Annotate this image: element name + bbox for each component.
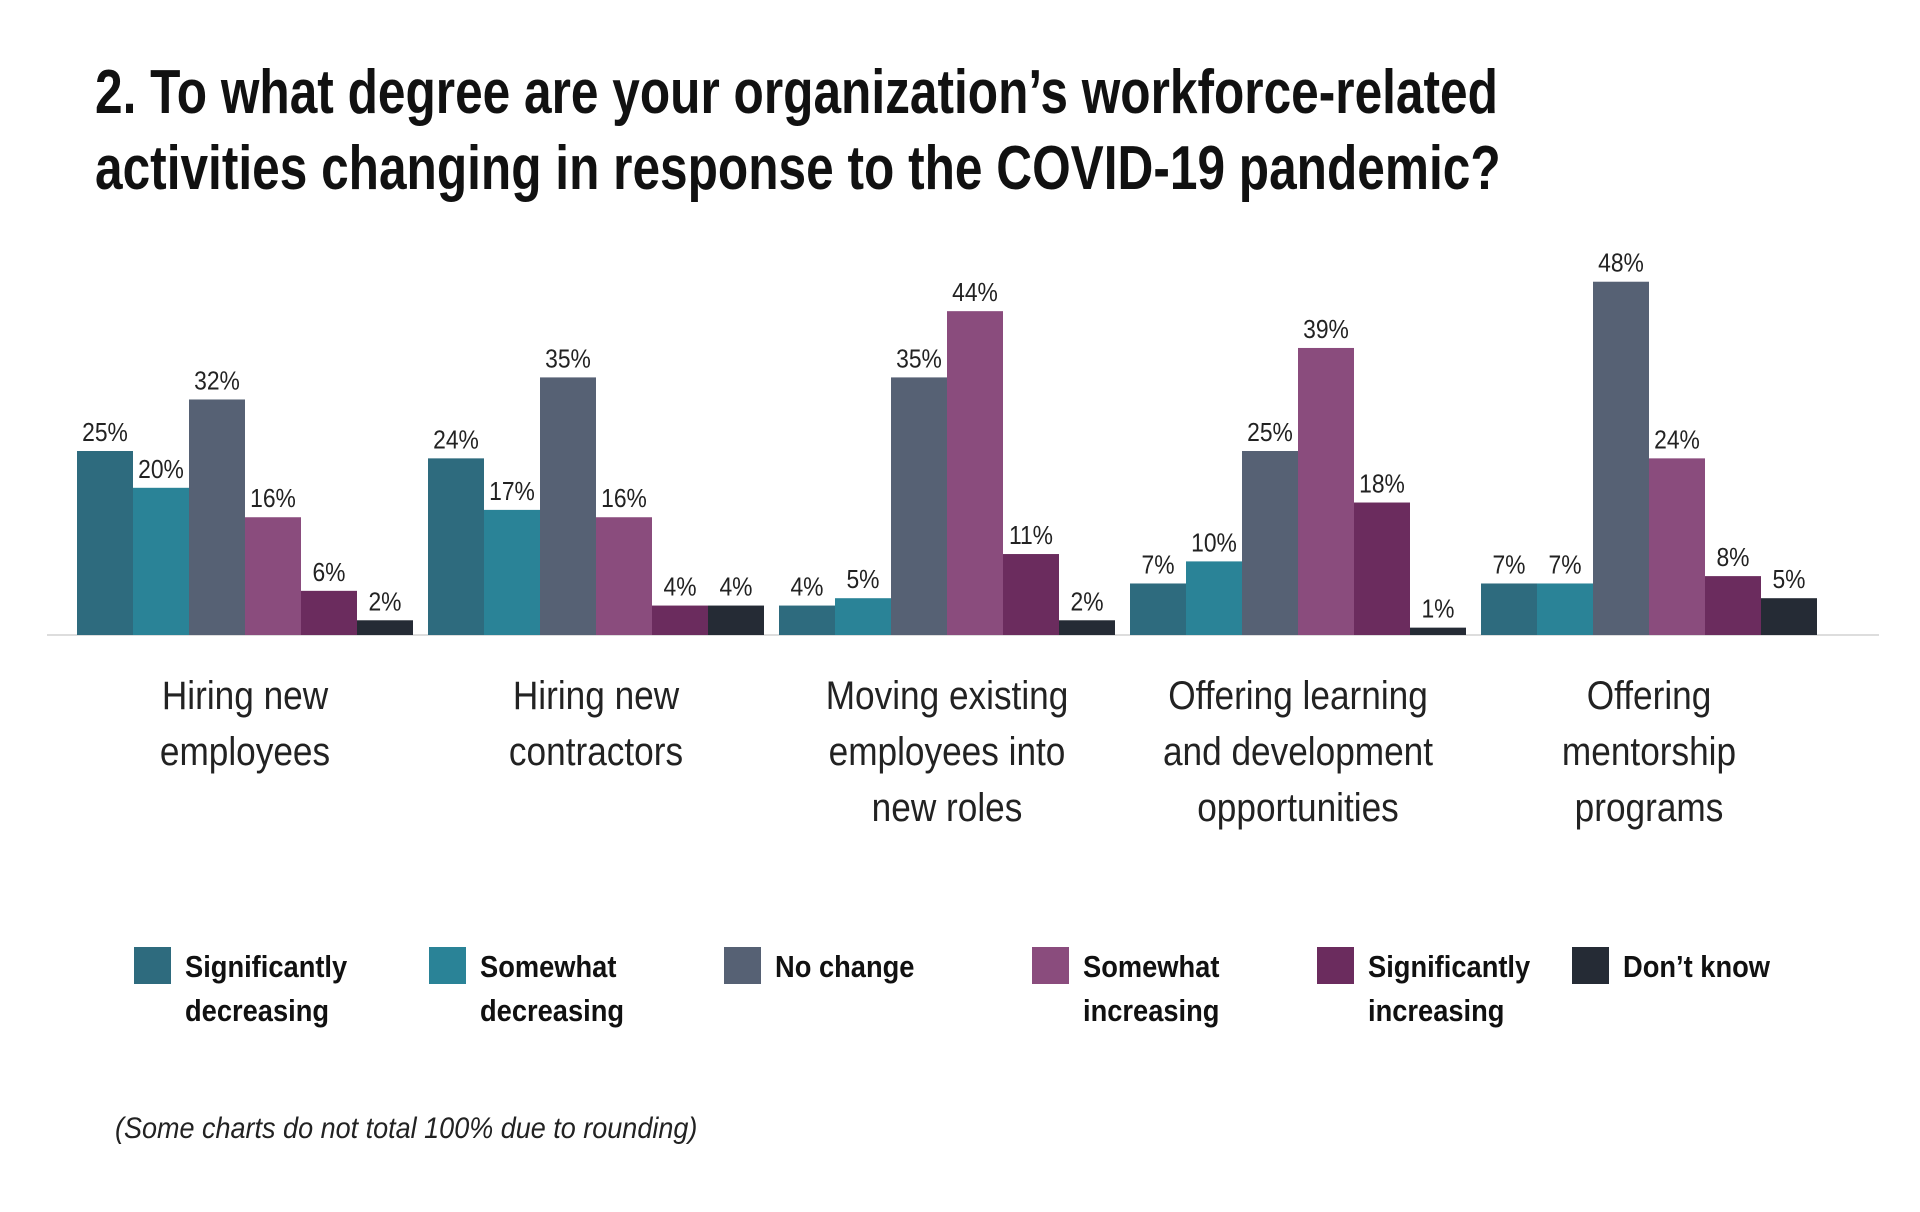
legend-label: Significantly decreasing — [185, 949, 348, 1028]
bar — [652, 605, 708, 635]
footnote: (Some charts do not total 100% due to ro… — [115, 1112, 698, 1145]
bar — [189, 399, 245, 635]
bar — [245, 517, 301, 635]
data-label: 10% — [1191, 529, 1237, 558]
bar — [1130, 583, 1186, 635]
bar — [1242, 451, 1298, 635]
data-label: 17% — [489, 478, 535, 507]
legend-swatch — [1317, 947, 1354, 984]
data-label: 11% — [1009, 522, 1053, 551]
category-label: Hiring new contractors — [508, 674, 684, 774]
bar — [77, 451, 133, 635]
bar — [1537, 583, 1593, 635]
legend-label: Don’t know — [1623, 949, 1771, 984]
data-label: 6% — [312, 559, 345, 588]
bar — [1593, 281, 1649, 635]
legend-swatch — [429, 947, 466, 984]
data-label: 32% — [194, 367, 240, 396]
data-label: 7% — [1548, 551, 1581, 580]
data-label: 25% — [82, 419, 128, 448]
legend-item: Somewhat decreasing — [429, 945, 690, 1033]
bar — [428, 458, 484, 635]
data-label: 48% — [1598, 249, 1644, 278]
data-label: 2% — [1070, 588, 1103, 617]
data-label: 25% — [1247, 419, 1293, 448]
legend-swatch — [134, 947, 171, 984]
bar — [891, 377, 947, 635]
bar — [133, 487, 189, 635]
data-label: 16% — [250, 485, 296, 514]
data-label: 5% — [1772, 566, 1805, 595]
data-label: 20% — [138, 456, 184, 485]
bar — [835, 598, 891, 635]
legend-label: Somewhat decreasing — [480, 949, 625, 1028]
legend-label: No change — [775, 949, 915, 984]
data-label: 16% — [601, 485, 647, 514]
data-label: 35% — [896, 345, 942, 374]
data-label: 7% — [1141, 551, 1174, 580]
bar — [1059, 620, 1115, 635]
legend-item: Significantly decreasing — [134, 945, 395, 1033]
bar — [301, 590, 357, 635]
data-label: 4% — [719, 573, 752, 602]
bar — [1410, 627, 1466, 635]
bar — [540, 377, 596, 635]
bar — [1186, 561, 1242, 635]
bar — [1298, 347, 1354, 635]
data-label: 4% — [663, 573, 696, 602]
bar — [357, 620, 413, 635]
bar — [1354, 502, 1410, 635]
legend-item: Don’t know — [1572, 945, 1833, 989]
bar — [708, 605, 764, 635]
bar — [1481, 583, 1537, 635]
legend-item: Significantly increasing — [1317, 945, 1578, 1033]
bar — [484, 509, 540, 635]
legend-swatch — [724, 947, 761, 984]
data-label: 4% — [790, 573, 823, 602]
legend-swatch — [1032, 947, 1069, 984]
data-label: 44% — [952, 279, 998, 308]
bar — [1649, 458, 1705, 635]
data-label: 24% — [1654, 426, 1700, 455]
bar — [1003, 554, 1059, 635]
data-label: 1% — [1421, 595, 1454, 624]
data-label: 8% — [1716, 544, 1749, 573]
bar — [596, 517, 652, 635]
data-label: 24% — [433, 426, 479, 455]
chart-title: 2. To what degree are your organization’… — [95, 58, 1501, 203]
data-label: 5% — [846, 566, 879, 595]
bar — [1761, 598, 1817, 635]
legend-item: No change — [724, 945, 985, 989]
legend-label: Somewhat increasing — [1083, 949, 1220, 1028]
data-label: 39% — [1303, 316, 1349, 345]
category-label: Moving existing employees into new roles — [825, 674, 1069, 830]
bar — [1705, 576, 1761, 635]
legend-swatch — [1572, 947, 1609, 984]
data-label: 2% — [368, 588, 401, 617]
bar — [947, 311, 1003, 635]
data-label: 7% — [1492, 551, 1525, 580]
legend-item: Somewhat increasing — [1032, 945, 1293, 1033]
category-label: Hiring new employees — [159, 674, 331, 774]
data-label: 35% — [545, 345, 591, 374]
category-label: Offering mentorship programs — [1561, 674, 1737, 830]
category-label: Offering learning and development opport… — [1162, 674, 1434, 830]
legend-label: Significantly increasing — [1368, 949, 1531, 1028]
data-label: 18% — [1359, 470, 1405, 499]
bar — [779, 605, 835, 635]
